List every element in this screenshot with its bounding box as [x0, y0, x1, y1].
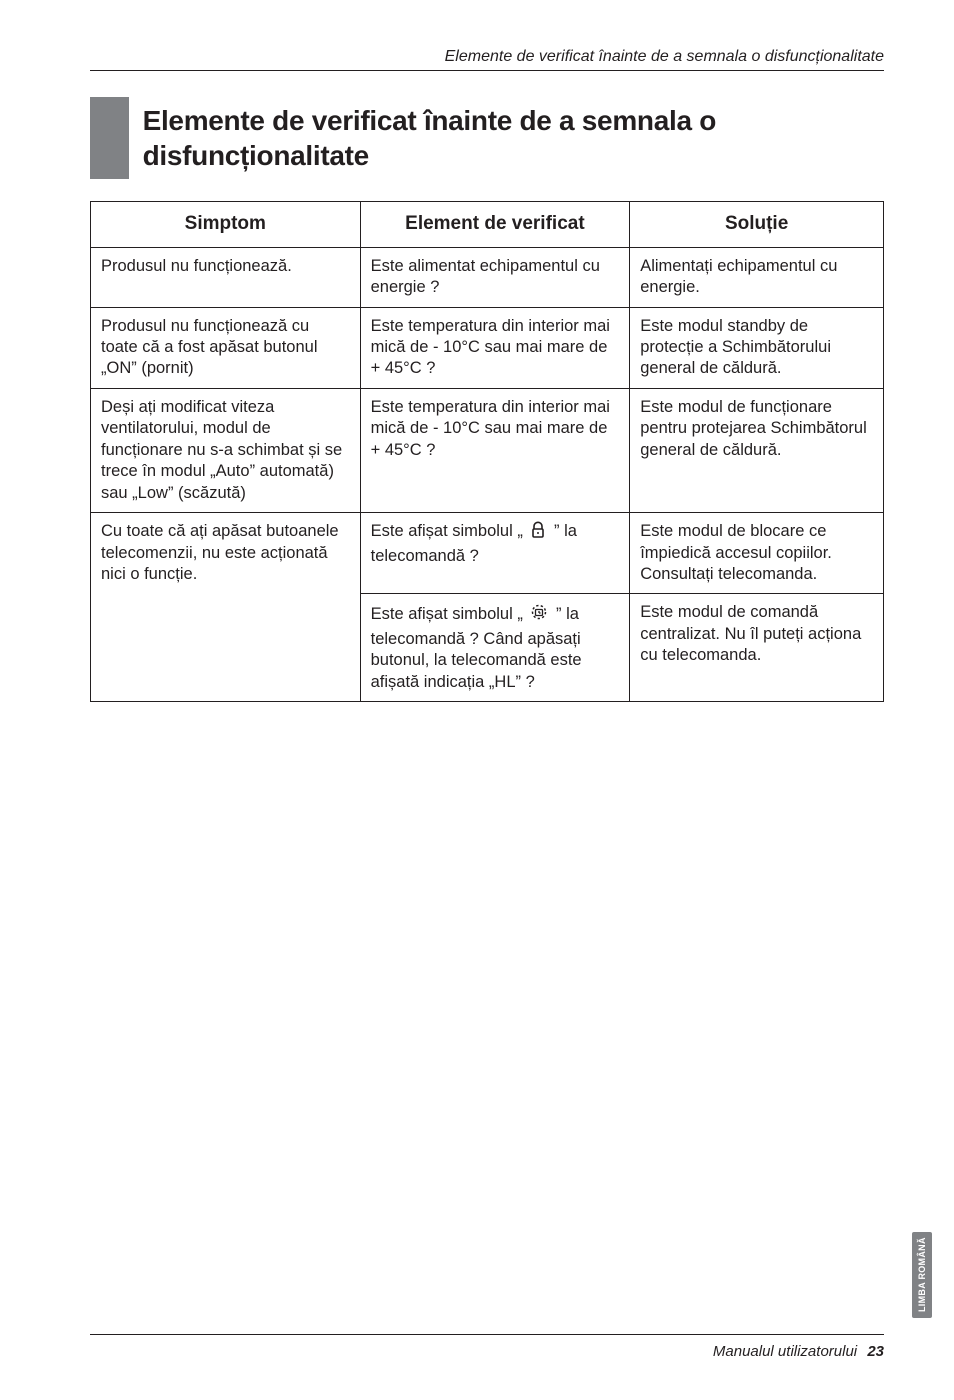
cell-symptom: Produsul nu funcționează cu toate că a f… — [91, 307, 361, 388]
col-header-solution: Soluție — [630, 202, 884, 248]
cell-solution: Alimentați echipamentul cu energie. — [630, 247, 884, 307]
cell-solution: Este modul de funcționare pentru proteja… — [630, 388, 884, 512]
page-footer: Manualul utilizatorului 23 — [90, 1334, 884, 1360]
table-row: Produsul nu funcționează. Este alimentat… — [91, 247, 884, 307]
lock-icon — [529, 521, 547, 545]
cell-solution: Este modul de comandă centralizat. Nu îl… — [630, 594, 884, 702]
cell-check: Este alimentat echipamentul cu energie ? — [360, 247, 630, 307]
footer-text: Manualul utilizatorului 23 — [713, 1343, 884, 1360]
table-row: Cu toate că ați apăsat butoanele telecom… — [91, 513, 884, 594]
footer-label: Manualul utilizatorului — [713, 1343, 857, 1360]
language-tab: LIMBA ROMÂNĂ — [912, 1232, 932, 1318]
page-number: 23 — [867, 1343, 884, 1360]
text-fragment: Este afișat simbolul „ — [371, 605, 528, 623]
cell-symptom: Produsul nu funcționează. — [91, 247, 361, 307]
running-header: Elemente de verificat înainte de a semna… — [90, 48, 884, 71]
cell-check: Este temperatura din interior mai mică d… — [360, 388, 630, 512]
title-row: Elemente de verificat înainte de a semna… — [90, 97, 884, 179]
title-accent-block — [90, 97, 129, 179]
table-header-row: Simptom Element de verificat Soluție — [91, 202, 884, 248]
troubleshoot-table: Simptom Element de verificat Soluție Pro… — [90, 201, 884, 702]
col-header-check: Element de verificat — [360, 202, 630, 248]
cell-symptom: Cu toate că ați apăsat butoanele telecom… — [91, 513, 361, 702]
cell-solution: Este modul de blocare ce împiedică acces… — [630, 513, 884, 594]
table-row: Produsul nu funcționează cu toate că a f… — [91, 307, 884, 388]
cell-symptom: Deși ați modificat viteza ventilatorului… — [91, 388, 361, 512]
cell-check: Este afișat simbolul „ ” la telecomandă … — [360, 513, 630, 594]
cell-solution: Este modul standby de protecție a Schimb… — [630, 307, 884, 388]
network-clock-icon — [529, 602, 549, 628]
col-header-symptom: Simptom — [91, 202, 361, 248]
table-row: Deși ați modificat viteza ventilatorului… — [91, 388, 884, 512]
text-fragment: Este afișat simbolul „ — [371, 522, 528, 540]
cell-check: Este afișat simbolul „ ” la telecomandă … — [360, 594, 630, 702]
cell-check: Este temperatura din interior mai mică d… — [360, 307, 630, 388]
page-title: Elemente de verificat înainte de a semna… — [143, 97, 884, 179]
